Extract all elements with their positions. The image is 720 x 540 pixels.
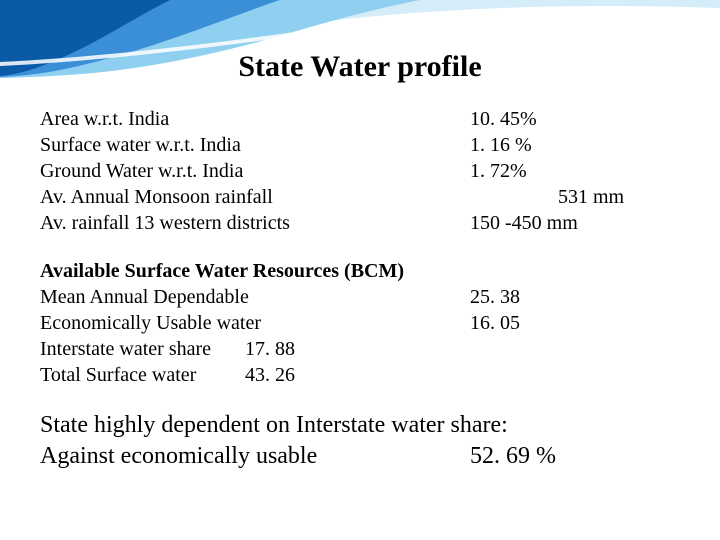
stat-value: 1. 72% <box>470 158 680 184</box>
stat-row: Av. Annual Monsoon rainfall 531 mm <box>40 184 680 210</box>
stat-label: Economically Usable water <box>40 310 470 336</box>
stat-label: Area w.r.t. India <box>40 106 470 132</box>
footer-statement: State highly dependent on Interstate wat… <box>40 410 680 472</box>
stat-row: Ground Water w.r.t. India 1. 72% <box>40 158 680 184</box>
stat-label: Total Surface water <box>40 362 240 388</box>
stat-row: Economically Usable water 16. 05 <box>40 310 680 336</box>
stat-row: Area w.r.t. India 10. 45% <box>40 106 680 132</box>
stats-section-1: Area w.r.t. India 10. 45% Surface water … <box>40 106 680 236</box>
stat-value: 17. 88 <box>245 338 295 360</box>
stat-row-inline: Total Surface water 43. 26 <box>40 362 680 388</box>
page-title: State Water profile <box>40 50 680 84</box>
stat-value: 531 mm <box>470 184 680 210</box>
stat-row: Mean Annual Dependable 25. 38 <box>40 284 680 310</box>
stat-value: 25. 38 <box>470 284 680 310</box>
stat-label: Interstate water share <box>40 336 240 362</box>
stat-value: 43. 26 <box>245 364 295 386</box>
footer-line2: Against economically usable 52. 69 % <box>40 441 680 472</box>
stat-value: 150 -450 mm <box>470 210 680 236</box>
stat-label: Mean Annual Dependable <box>40 284 470 310</box>
footer-label: Against economically usable <box>40 441 470 472</box>
stat-row-inline: Interstate water share 17. 88 <box>40 336 680 362</box>
stat-label: Surface water w.r.t. India <box>40 132 470 158</box>
stat-value: 16. 05 <box>470 310 680 336</box>
stat-row: Surface water w.r.t. India 1. 16 % <box>40 132 680 158</box>
stat-value: 1. 16 % <box>470 132 680 158</box>
stat-label: Av. Annual Monsoon rainfall <box>40 184 470 210</box>
stat-value: 10. 45% <box>470 106 680 132</box>
stats-section-2: Available Surface Water Resources (BCM) … <box>40 258 680 388</box>
stat-label: Av. rainfall 13 western districts <box>40 210 470 236</box>
footer-line1: State highly dependent on Interstate wat… <box>40 410 680 441</box>
stat-label: Ground Water w.r.t. India <box>40 158 470 184</box>
footer-value: 52. 69 % <box>470 441 680 472</box>
stat-row: Av. rainfall 13 western districts 150 -4… <box>40 210 680 236</box>
section-heading: Available Surface Water Resources (BCM) <box>40 258 680 284</box>
